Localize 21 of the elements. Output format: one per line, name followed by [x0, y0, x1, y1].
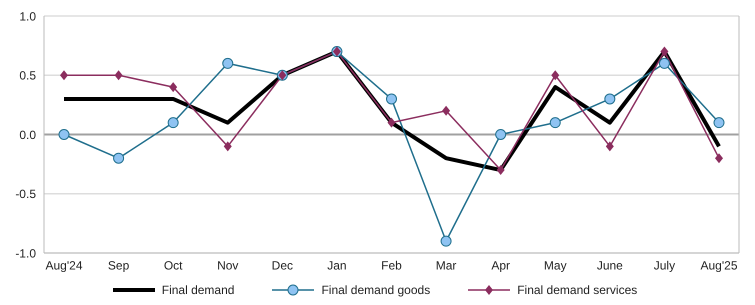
- legend-label: Final demand goods: [320, 283, 430, 297]
- x-tick-label: July: [654, 258, 676, 273]
- x-tick-label: Oct: [164, 258, 184, 273]
- x-tick-label: May: [544, 258, 567, 273]
- x-tick-label: Apr: [491, 258, 510, 273]
- x-tick-label: Aug'24: [46, 258, 83, 273]
- legend-label: Final demand: [160, 283, 234, 297]
- x-tick-label: June: [596, 258, 624, 273]
- x-tick-label: Dec: [272, 258, 294, 273]
- x-tick-label: Nov: [217, 258, 238, 273]
- x-tick-label: Sep: [108, 258, 130, 273]
- y-tick-label: -1.0: [15, 246, 36, 260]
- x-tick-label: Mar: [436, 258, 456, 273]
- x-tick-label: Aug'25: [700, 258, 738, 273]
- y-tick-label: 0.0: [19, 128, 36, 142]
- y-tick-label: 0.5: [19, 68, 36, 83]
- y-tick-label: -0.5: [15, 187, 36, 202]
- x-tick-label: Feb: [381, 258, 402, 273]
- legend-label: Final demand services: [516, 283, 638, 297]
- y-tick-label: 1.0: [19, 9, 36, 24]
- x-tick-label: Jan: [327, 258, 347, 273]
